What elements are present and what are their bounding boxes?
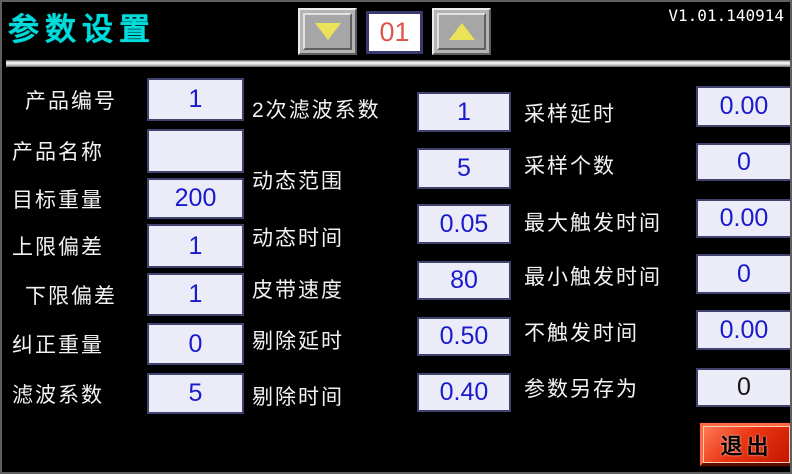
label-reject-delay: 剔除延时: [252, 330, 344, 353]
recipe-increment-button[interactable]: [432, 8, 491, 55]
label-filter-coefficient: 滤波系数: [12, 383, 104, 407]
field-reject-time[interactable]: 0.40: [417, 373, 511, 412]
label-min-trigger-time: 最小触发时间: [524, 266, 662, 289]
field-lower-deviation[interactable]: 1: [147, 273, 244, 316]
field-filter-coefficient[interactable]: 5: [147, 373, 244, 414]
field-target-weight[interactable]: 200: [147, 178, 244, 219]
field-upper-deviation[interactable]: 1: [147, 224, 244, 268]
field-sampling-count[interactable]: 0: [696, 143, 790, 181]
exit-button[interactable]: 退出: [700, 423, 790, 466]
field-dynamic-range[interactable]: 5: [417, 148, 511, 189]
recipe-decrement-button[interactable]: [298, 8, 357, 55]
label-product-name: 产品名称: [12, 141, 104, 164]
label-dynamic-time: 动态时间: [252, 227, 344, 250]
field-secondary-filter[interactable]: 1: [417, 92, 511, 132]
version-label: V1.01.140914: [668, 6, 784, 25]
label-upper-deviation: 上限偏差: [12, 236, 104, 259]
field-reject-delay[interactable]: 0.50: [417, 317, 511, 356]
page-title: 参数设置: [8, 12, 156, 47]
label-no-trigger-time: 不触发时间: [524, 322, 639, 345]
label-sampling-count: 采样个数: [524, 155, 616, 178]
label-lower-deviation: 下限偏差: [25, 284, 117, 308]
label-target-weight: 目标重量: [12, 188, 104, 212]
label-secondary-filter: 2次滤波系数: [252, 99, 381, 122]
triangle-down-icon: [314, 23, 341, 40]
field-product-name[interactable]: [147, 129, 244, 173]
label-reject-time: 剔除时间: [252, 386, 344, 409]
field-sampling-delay[interactable]: 0.00: [696, 86, 790, 127]
field-save-params-as[interactable]: 0: [696, 368, 790, 407]
label-correction-weight: 纠正重量: [12, 334, 104, 357]
field-no-trigger-time[interactable]: 0.00: [696, 310, 790, 350]
arrow-button-face: [437, 13, 486, 50]
header-separator: [6, 60, 790, 67]
label-product-number: 产品编号: [25, 89, 117, 113]
label-save-params-as: 参数另存为: [524, 378, 639, 401]
label-sampling-delay: 采样延时: [524, 103, 616, 126]
recipe-number-field[interactable]: 01: [366, 11, 423, 54]
field-max-trigger-time[interactable]: 0.00: [696, 199, 790, 238]
field-dynamic-time[interactable]: 0.05: [417, 204, 511, 244]
field-belt-speed[interactable]: 80: [417, 261, 511, 300]
label-dynamic-range: 动态范围: [252, 170, 344, 193]
field-correction-weight[interactable]: 0: [147, 323, 244, 365]
field-min-trigger-time[interactable]: 0: [696, 254, 790, 294]
arrow-button-face: [303, 13, 352, 50]
label-max-trigger-time: 最大触发时间: [524, 212, 662, 235]
label-belt-speed: 皮带速度: [252, 279, 344, 302]
field-product-number[interactable]: 1: [147, 78, 244, 121]
triangle-up-icon: [448, 23, 475, 40]
